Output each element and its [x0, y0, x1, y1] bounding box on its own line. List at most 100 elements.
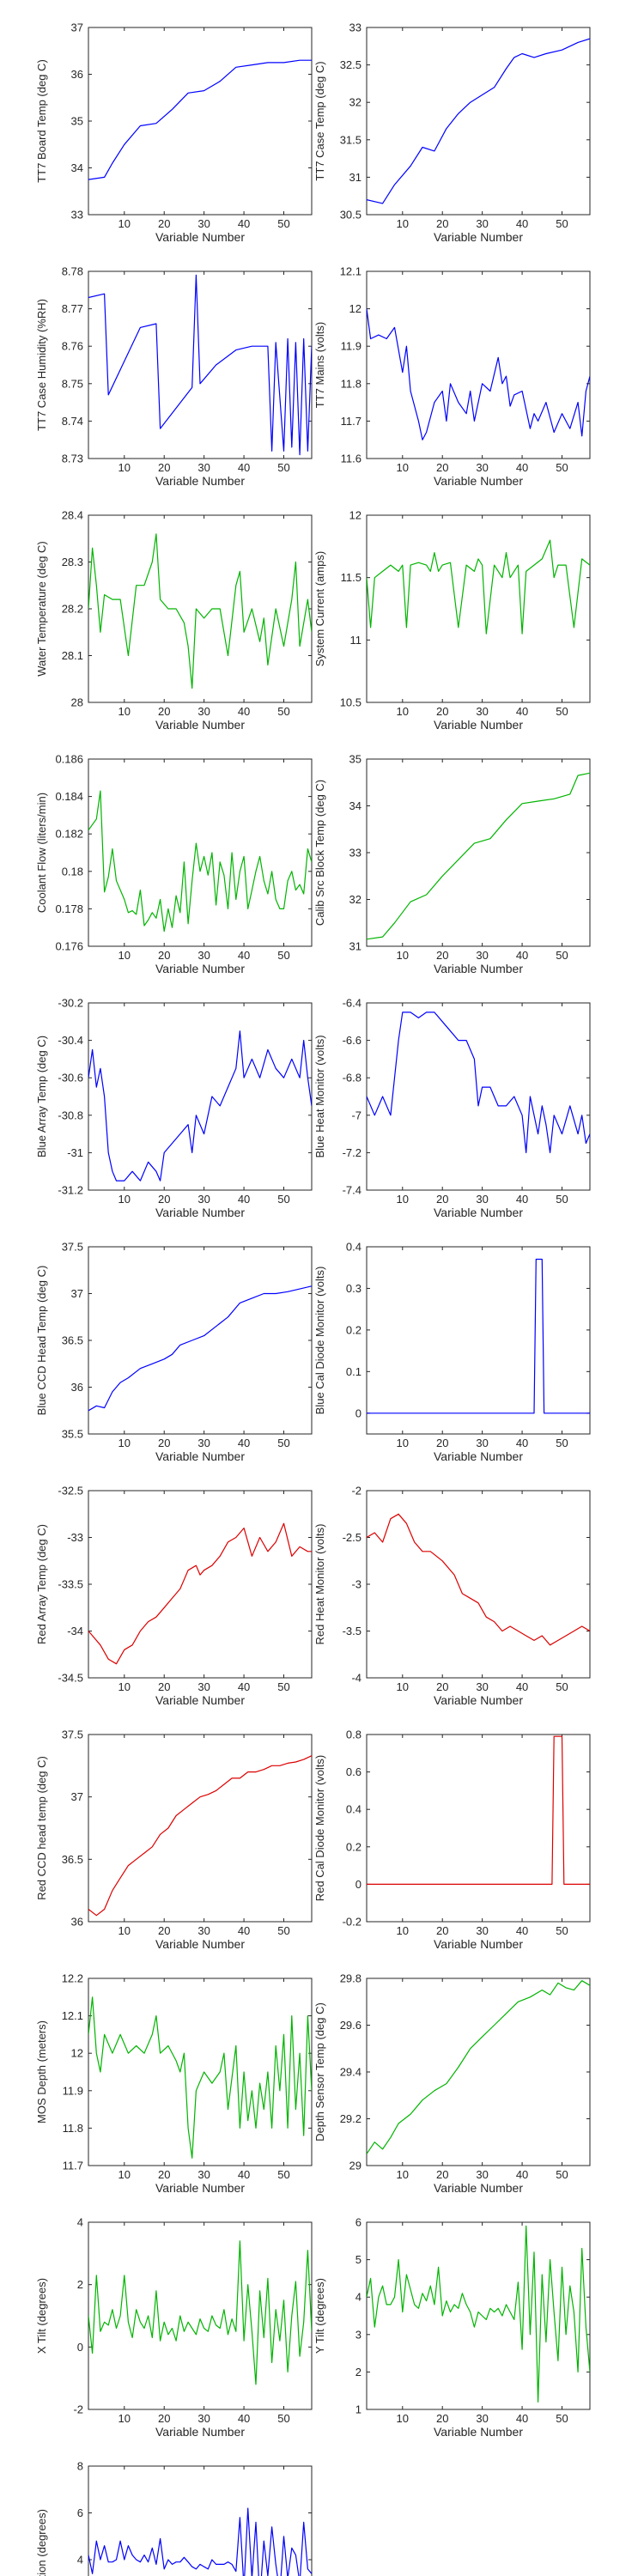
- subplot-10: 10 20 30 40 50 -7.4 -7.2 -7 -6.8 -6.6 -6.4 Variable…: [313, 997, 591, 1219]
- x-tick-label: 50: [556, 1680, 568, 1693]
- y-tick-label: 34: [349, 799, 361, 812]
- y-tick-label: 8.78: [62, 265, 83, 278]
- x-tick-label: 30: [476, 1680, 488, 1693]
- x-tick-label: 20: [158, 461, 170, 474]
- series-line: [88, 274, 312, 456]
- x-tick-label: 40: [238, 217, 250, 230]
- x-tick-label: 20: [158, 1193, 170, 1206]
- y-tick-label: 0.182: [55, 828, 83, 841]
- x-axis-label: Variable Number: [434, 2181, 523, 2195]
- y-tick-label: 37.5: [62, 1728, 83, 1741]
- plot-frame: [88, 2221, 313, 2410]
- y-tick-label: 2: [355, 2366, 361, 2379]
- x-tick-label: 50: [556, 2168, 568, 2181]
- y-tick-label: 11.7: [341, 415, 361, 428]
- x-tick-label: 50: [277, 1680, 289, 1693]
- x-tick-label: 50: [277, 217, 289, 230]
- x-tick-label: 30: [197, 1680, 210, 1693]
- y-tick-label: -30.4: [58, 1034, 83, 1047]
- series-line: [88, 790, 312, 933]
- x-tick-label: 30: [476, 949, 488, 962]
- y-tick-label: -30.2: [58, 997, 83, 1010]
- x-tick-label: 50: [556, 1193, 568, 1206]
- y-tick-label: 11.8: [63, 2122, 83, 2135]
- y-tick-label: -30.8: [58, 1109, 83, 1121]
- x-axis-label: Variable Number: [155, 1206, 245, 1219]
- x-axis-label: Variable Number: [155, 2181, 245, 2195]
- y-tick-label: -34.5: [58, 1672, 83, 1685]
- y-axis-label: Blue Array Temp (deg C): [35, 1036, 48, 1157]
- series-line: [367, 38, 590, 204]
- subplot-21: 102030405002468Variable NumberInclinatio…: [35, 2460, 313, 2576]
- y-tick-label: 35.5: [62, 1428, 83, 1441]
- x-tick-label: 50: [556, 1924, 568, 1937]
- y-tick-label: 0: [355, 1406, 361, 1419]
- plot-frame: [366, 1978, 591, 2166]
- plot-frame: [366, 270, 591, 459]
- y-tick-label: 36.5: [62, 1853, 83, 1866]
- plot-frame: [88, 2465, 313, 2576]
- y-tick-label: 1: [355, 2403, 361, 2416]
- y-tick-label: 0.18: [62, 865, 83, 878]
- x-tick-label: 20: [158, 1437, 170, 1449]
- x-tick-label: 30: [197, 2412, 210, 2425]
- y-tick-label: 11.7: [63, 2160, 83, 2172]
- y-tick-label: 0.178: [55, 902, 83, 915]
- plot-frame: [366, 758, 591, 947]
- y-axis-label: X Tilt (degrees): [35, 2278, 48, 2354]
- y-axis-label: Water Temperature (deg C): [35, 541, 48, 677]
- x-tick-label: 40: [516, 949, 528, 962]
- x-tick-label: 50: [556, 461, 568, 474]
- subplot-9: 10 20 30 40 50 -31.2 -31 -30.8 -30.6 -30.4 -30.2 Va…: [35, 997, 313, 1219]
- x-tick-label: 30: [197, 949, 210, 962]
- x-tick-label: 30: [476, 2168, 488, 2181]
- x-axis-label: Variable Number: [434, 718, 523, 732]
- x-tick-label: 40: [238, 1680, 250, 1693]
- x-tick-label: 30: [197, 461, 210, 474]
- x-tick-label: 10: [118, 1193, 131, 1206]
- y-tick-label: -30.6: [58, 1072, 83, 1084]
- y-tick-label: 29: [349, 2160, 361, 2172]
- x-axis-label: Variable Number: [434, 1937, 523, 1951]
- plot-frame: [366, 1246, 591, 1435]
- x-tick-label: 10: [397, 217, 409, 230]
- subplot-19: 10 20 30 40 50 -2 0 2 4 Variable Number X Tilt (de…: [35, 2216, 313, 2439]
- plot-frame: [366, 1490, 591, 1679]
- y-tick-label: 0.186: [55, 753, 83, 766]
- x-tick-label: 10: [397, 461, 409, 474]
- x-tick-label: 50: [277, 949, 289, 962]
- subplot-18: 10 20 30 40 50 29 29.2 29.4 29.6 29.8 Variable Num…: [313, 1972, 591, 2195]
- y-tick-label: 28.3: [62, 556, 83, 568]
- y-tick-label: 36: [71, 1916, 83, 1929]
- x-tick-label: 20: [158, 1680, 170, 1693]
- y-tick-label: 0.1: [346, 1365, 361, 1378]
- x-axis-label: Variable Number: [434, 474, 523, 488]
- y-tick-label: 29.8: [340, 1972, 361, 1985]
- subplot-12: 10 20 30 40 50 0 0.1 0.2 0.3 0.4 Variable Number Bl…: [313, 1241, 591, 1463]
- x-tick-label: 10: [118, 217, 131, 230]
- y-tick-label: 0.4: [346, 1803, 361, 1816]
- y-axis-label: TT7 Board Temp (deg C): [35, 59, 48, 183]
- y-tick-label: -2: [351, 1485, 361, 1498]
- series-line: [88, 59, 312, 180]
- y-axis-label: TT7 Mains (volts): [313, 322, 326, 408]
- x-tick-label: 50: [277, 461, 289, 474]
- plot-frame: [88, 1734, 313, 1923]
- y-tick-label: 0: [355, 1878, 361, 1891]
- y-tick-label: 11.9: [63, 2084, 83, 2097]
- x-tick-label: 40: [516, 2168, 528, 2181]
- x-tick-label: 10: [118, 2168, 131, 2181]
- x-tick-label: 30: [476, 1437, 488, 1449]
- x-tick-label: 30: [197, 1193, 210, 1206]
- x-tick-label: 30: [197, 2168, 210, 2181]
- subplot-3: 10 20 30 40 50 8.73 8.74 8.75 8.76 8.77 8.78 Variab…: [35, 265, 313, 488]
- x-tick-label: 10: [397, 1680, 409, 1693]
- y-tick-label: 2: [77, 2278, 83, 2291]
- y-tick-label: 35: [349, 753, 361, 766]
- y-axis-label: System Current (amps): [313, 551, 326, 666]
- y-tick-label: 37: [71, 1790, 83, 1803]
- x-tick-label: 20: [158, 2412, 170, 2425]
- x-tick-label: 40: [238, 461, 250, 474]
- x-tick-label: 10: [118, 1680, 131, 1693]
- x-tick-label: 10: [397, 1924, 409, 1937]
